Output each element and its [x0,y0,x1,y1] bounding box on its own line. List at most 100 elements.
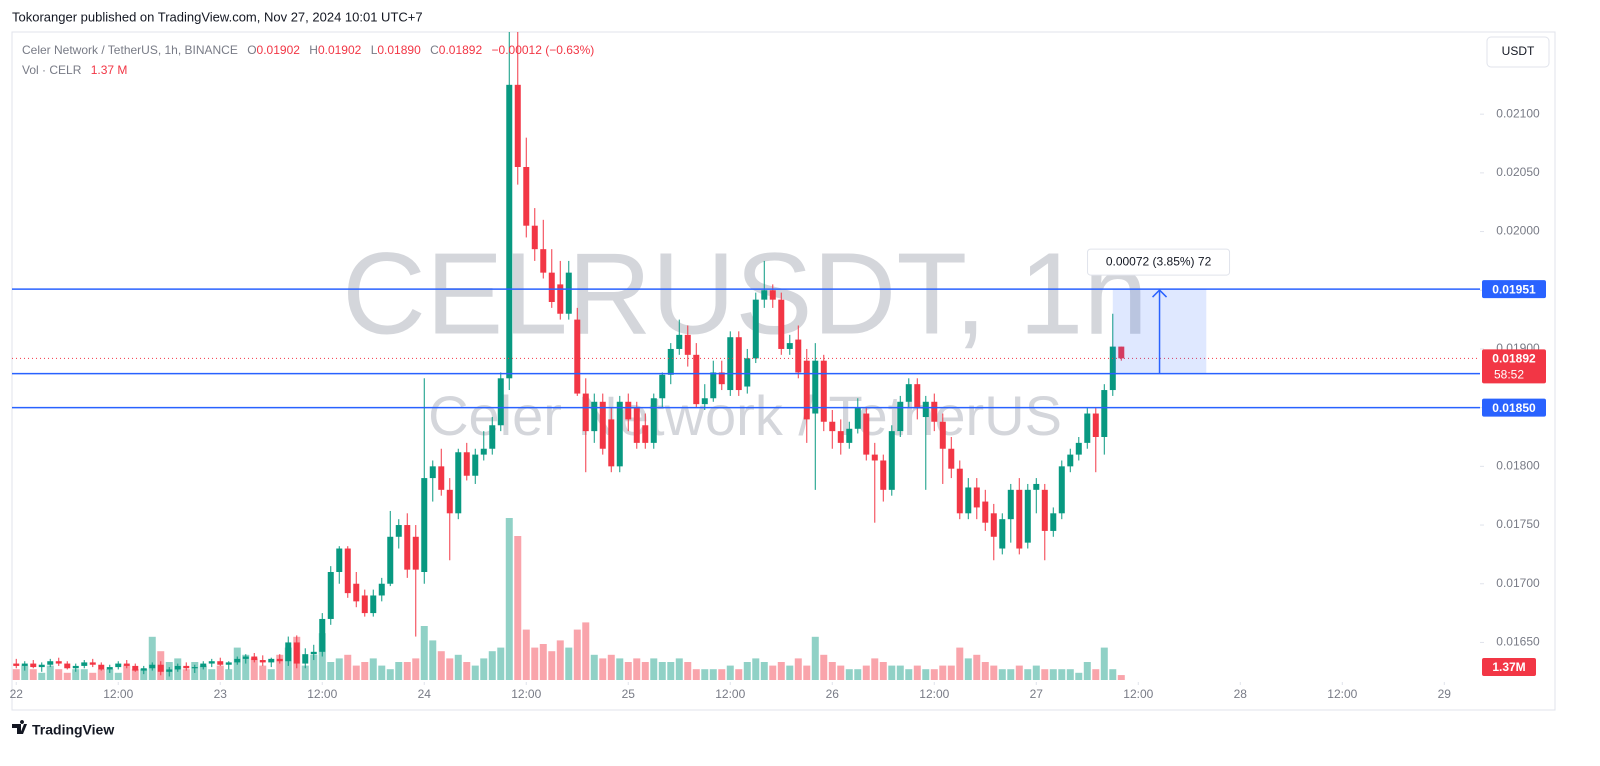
candle-body [463,452,470,476]
volume-bar [1007,669,1015,680]
volume-bar [1083,662,1091,680]
candle-body [727,337,734,391]
volume-bar [1100,647,1108,680]
candle-body [786,343,793,349]
candle-body [489,425,496,449]
candle-body [310,651,317,655]
volume-bar [29,669,37,680]
volume-bar [837,665,845,680]
legend-change: −0.00012 (−0.63%) [492,43,595,57]
candle-body [744,358,751,387]
volume-bar [1049,669,1057,680]
volume-bar [352,665,360,680]
candle-body [931,401,938,422]
candle-body [455,452,462,514]
candle-body [183,665,190,669]
candle-body [548,272,555,302]
candle-body [837,431,844,443]
volume-bar [565,647,573,680]
volume-bar [556,640,564,680]
volume-bar [582,622,590,680]
main-layer: 0.01650 0.01700 0.01750 0.01800 0.01850 0.019… [10,32,1546,701]
volume-bar [675,658,683,680]
candle-body [956,468,963,514]
currency-button[interactable] [1486,36,1550,68]
volume-bar [80,669,88,680]
volume-bar [216,665,224,680]
volume-bar [854,669,862,680]
candle-body [98,664,105,670]
volume-bar [242,654,250,680]
candle-body [608,419,615,467]
logo-icon [12,720,27,734]
volume-bar [471,665,479,680]
volume-bar [616,658,624,680]
price-line-label-box [1482,280,1546,299]
volume-bar [896,665,904,680]
volume-bar [973,654,981,680]
tradingview-logo: TradingView [12,720,114,738]
candle-body [412,536,419,570]
currency-button-label[interactable]: USDT [1502,44,1535,58]
volume-bar [497,647,505,680]
volume-axis-box [1482,658,1536,676]
volume-bar [250,658,258,680]
logo-text: TradingView [32,722,114,738]
volume-bar [514,536,522,680]
volume-bar [998,669,1006,680]
candle-body [829,421,836,432]
legend-symbol: Celer Network / TetherUS, 1h, BINANCE [22,43,238,57]
candle-body [234,658,241,663]
candle-body [115,663,122,668]
candle-body [472,454,479,476]
candle-body [1058,466,1065,514]
candle-body [871,454,878,461]
candle-body [293,642,300,664]
volume-bar [633,658,641,680]
candle-body [336,548,343,572]
measure-label-box [1087,248,1231,276]
candle-body [327,572,334,619]
candle-body [89,662,96,665]
candle-body [1007,489,1014,520]
y-tick-label: 0.01650 [1496,635,1540,649]
candle-body [846,428,853,443]
volume-bar [990,665,998,680]
volume-bar [148,636,156,680]
volume-bar [46,665,54,680]
price-line-label: 0.01850 [1492,401,1536,415]
volume-bar [72,669,80,680]
candle-body [531,225,538,250]
volume-bar [786,665,794,680]
candle-body [446,489,453,514]
candle-body [616,401,623,467]
x-tick-label: 26 [826,687,840,701]
candle-body [701,398,708,405]
candle-body [276,658,283,662]
volume-bar [692,669,700,680]
candle-body [64,663,71,669]
candle-body [778,299,785,349]
volume-bar [964,658,972,680]
x-tick-label: 12:00 [715,687,745,701]
candle-body [1041,489,1048,531]
volume-bar [913,665,921,680]
volume-bar [1015,665,1023,680]
candle-body [633,407,640,443]
candle-body [361,595,368,614]
x-tick-label: 12:00 [1327,687,1357,701]
candle-body [140,668,147,671]
volume-bar [182,669,190,680]
candle-body [1075,442,1082,455]
y-tick-label: 0.01750 [1496,517,1540,531]
volume-bar [114,672,122,680]
volume-bar [259,665,267,680]
volume-bar [1117,675,1125,680]
candle-body [225,662,232,665]
candle-body [149,664,156,669]
candle-body [905,384,912,402]
candle-body [21,663,28,666]
volume-bar [386,669,394,680]
volume-bar [1024,669,1032,680]
